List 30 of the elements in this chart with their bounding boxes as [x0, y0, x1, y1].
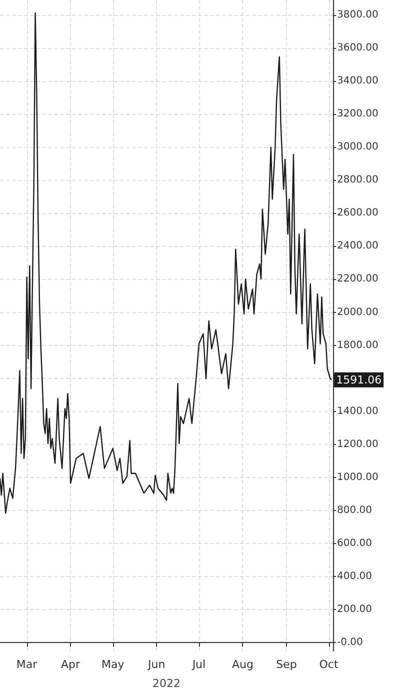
y-tick-label: 3800.00 [337, 9, 378, 20]
x-tick-label: Jun [147, 658, 166, 671]
y-tick-label: 1200.00 [337, 438, 378, 450]
x-tick-label: Aug [232, 658, 254, 671]
y-tick-label: 200.00 [337, 604, 372, 616]
x-tick-label: Mar [16, 658, 38, 671]
y-tick-label: 2400.00 [337, 240, 378, 252]
y-tick-label: 2200.00 [337, 274, 378, 285]
x-tick-label: Oct [319, 658, 339, 671]
y-tick-label: 800.00 [337, 505, 372, 516]
x-axis-title: 2022 [152, 677, 180, 690]
y-tick-label: 1800.00 [337, 340, 378, 351]
x-tick-label: May [102, 658, 125, 671]
line-series [0, 12, 332, 514]
y-tick-label: 3600.00 [337, 42, 378, 54]
y-tick-label: 3000.00 [337, 142, 378, 153]
y-tick-label: 2600.00 [337, 208, 378, 219]
x-tick-label: Sep [276, 658, 297, 671]
y-tick-label: 2800.00 [337, 174, 378, 186]
x-tick-label: Apr [61, 658, 81, 671]
y-tick-label: 400.00 [337, 571, 372, 582]
y-tick-label: 2000.00 [337, 306, 378, 318]
annotation: 1591.06 [336, 373, 382, 386]
y-tick-label: -0.00 [337, 637, 363, 648]
y-tick-label: 3200.00 [337, 108, 378, 120]
y-tick-label: 3400.00 [337, 75, 378, 86]
y-tick-label: 1000.00 [337, 472, 378, 484]
y-tick-label: 600.00 [337, 538, 372, 550]
x-tick-label: Jul [191, 658, 206, 671]
y-tick-label: 1400.00 [337, 406, 378, 417]
